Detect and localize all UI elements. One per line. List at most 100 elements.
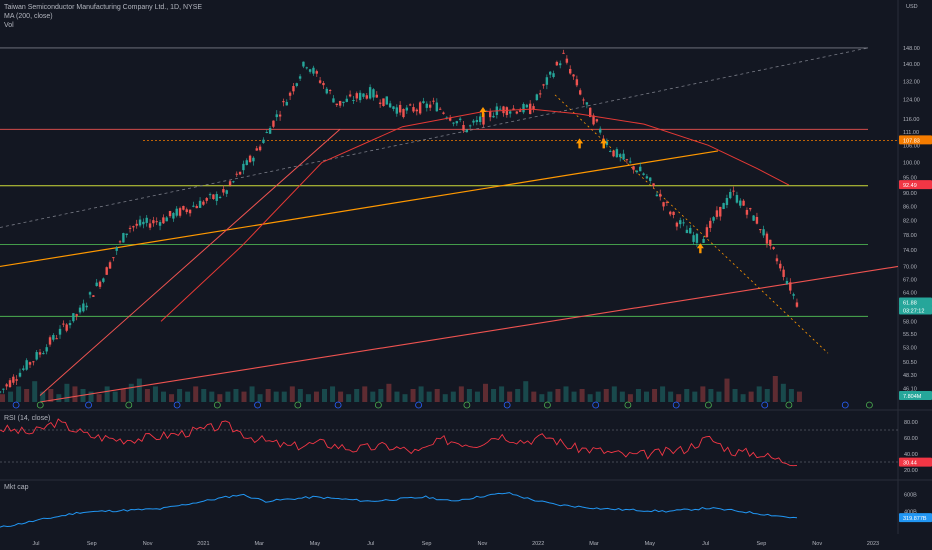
candle-body xyxy=(295,83,298,86)
x-tick-label: Jul xyxy=(32,541,39,547)
y-tick-label: 148.00 xyxy=(903,46,920,52)
volume-bar xyxy=(700,386,706,402)
event-marker-icon xyxy=(85,401,92,409)
candle-body xyxy=(655,194,659,197)
volume-bar xyxy=(322,389,327,402)
candle-body xyxy=(115,247,118,251)
buy-arrow-icon xyxy=(479,107,487,118)
y-tick-label: 90.00 xyxy=(903,191,917,197)
rsi-tick-label: 60.00 xyxy=(904,436,918,442)
candle-body xyxy=(632,166,635,170)
candle-body xyxy=(512,108,515,110)
candle-body xyxy=(125,233,128,235)
candle-body xyxy=(785,280,789,284)
candle-body xyxy=(635,170,639,173)
event-marker-icon xyxy=(125,401,133,409)
candle-body xyxy=(185,209,188,213)
candle-body xyxy=(378,102,382,105)
candle-body xyxy=(78,307,82,313)
volume-bar xyxy=(378,389,384,402)
candle-body xyxy=(558,63,562,66)
candle-body xyxy=(95,282,98,287)
y-tick-label: 53.00 xyxy=(903,346,917,352)
candle-body xyxy=(755,216,759,224)
candle-body xyxy=(392,106,395,110)
level-badge-bg xyxy=(899,135,932,145)
candle-body xyxy=(18,372,22,377)
volume-bar xyxy=(249,386,255,402)
vol-legend[interactable]: Vol xyxy=(4,22,14,29)
candle-body xyxy=(582,99,585,101)
level-badge: 107.83 xyxy=(903,138,920,144)
candle-body xyxy=(165,217,168,222)
mktcap-pane-title[interactable]: Mkt cap xyxy=(4,484,29,491)
volume-bar xyxy=(88,391,94,402)
candle-body xyxy=(178,208,182,216)
symbol-legend[interactable]: Taiwan Semiconductor Manufacturing Compa… xyxy=(4,4,203,11)
candle-body xyxy=(135,223,138,226)
candle-body xyxy=(155,221,158,223)
x-tick-label: Jul xyxy=(702,541,709,547)
candle-body xyxy=(438,108,442,110)
ma-legend[interactable]: MA (200, close) xyxy=(4,13,53,20)
y-tick-label: 124.00 xyxy=(903,98,920,104)
candle-body xyxy=(715,210,719,217)
rsi-badge-bg xyxy=(899,457,932,467)
volume-bar xyxy=(281,391,287,402)
y-tick-label: 70.00 xyxy=(903,264,917,270)
candle-body xyxy=(649,177,652,181)
volume-bar xyxy=(652,389,658,402)
y-tick-label: 82.00 xyxy=(903,218,917,224)
candle-body xyxy=(695,233,699,243)
candle-body xyxy=(525,104,529,108)
mktcap-badge: 319.877B xyxy=(903,516,927,522)
volume-bar xyxy=(483,383,488,402)
candle-body xyxy=(465,129,469,133)
volume-bar xyxy=(233,389,239,402)
orange-trendline xyxy=(0,150,719,268)
volume-bar xyxy=(635,389,641,402)
candle-body xyxy=(22,368,25,370)
candle-body xyxy=(282,101,285,103)
candle-body xyxy=(425,103,429,108)
candle-body xyxy=(322,82,325,86)
candle-body xyxy=(315,71,318,74)
volume-bar xyxy=(627,394,633,402)
candle-body xyxy=(375,94,379,98)
candle-body xyxy=(355,93,358,99)
candle-body xyxy=(385,96,389,105)
candle-body xyxy=(238,171,242,175)
candle-body xyxy=(589,107,592,118)
volume-bar xyxy=(72,386,78,402)
candle-body xyxy=(382,98,385,107)
x-tick-label: Jul xyxy=(367,541,374,547)
volume-bar xyxy=(474,391,480,402)
candle-body xyxy=(595,119,599,122)
x-tick-label: Sep xyxy=(757,541,767,547)
y-tick-label: 55.50 xyxy=(903,332,917,338)
candle-body xyxy=(235,173,238,175)
candle-body xyxy=(548,71,552,75)
rsi-pane-title[interactable]: RSI (14, close) xyxy=(4,415,51,422)
volume-bar xyxy=(32,381,38,402)
candle-body xyxy=(482,113,485,125)
candle-body xyxy=(765,233,769,244)
candle-body xyxy=(75,314,78,316)
volume-bar xyxy=(756,386,762,402)
candle-body xyxy=(739,200,742,206)
candle-body xyxy=(652,183,655,187)
candle-body xyxy=(348,94,352,97)
countdown-badge-bg xyxy=(899,305,932,315)
volume-bar xyxy=(579,389,585,402)
volume-bar xyxy=(128,383,134,402)
candle-body xyxy=(45,347,48,352)
volume-bar xyxy=(603,389,609,402)
candle-body xyxy=(475,119,479,123)
candle-body xyxy=(408,104,412,106)
event-marker-icon xyxy=(544,401,551,409)
candle-body xyxy=(268,128,272,134)
event-marker-icon xyxy=(592,401,600,409)
y-tick-label: 67.00 xyxy=(903,277,917,283)
candle-body xyxy=(472,120,475,123)
